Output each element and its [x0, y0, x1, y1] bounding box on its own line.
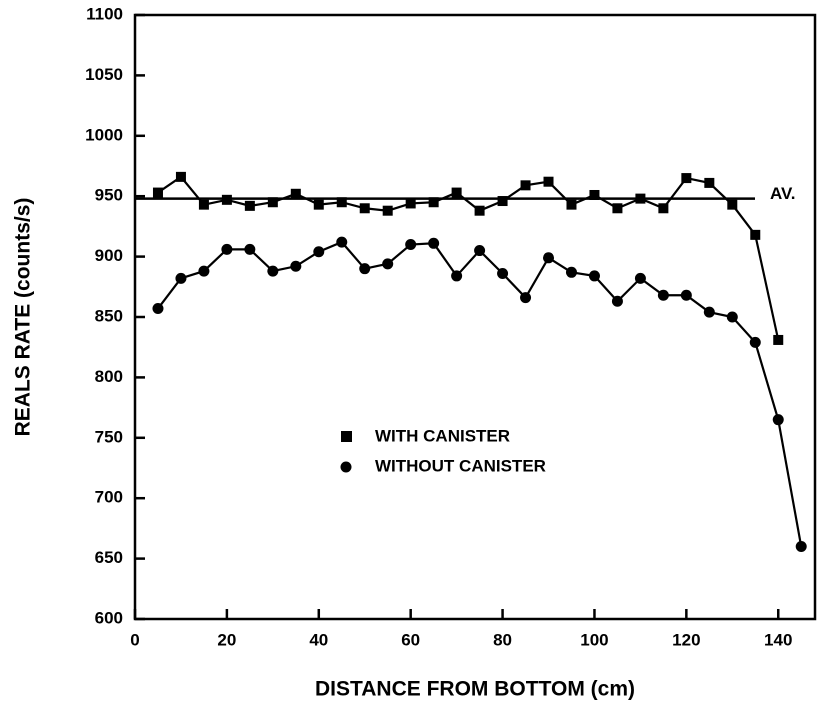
y-tick-label: 800 [95, 367, 123, 386]
x-tick-label: 20 [217, 630, 236, 649]
square-marker [635, 193, 646, 204]
circle-marker [290, 260, 302, 272]
circle-marker [565, 266, 577, 278]
circle-marker [221, 243, 233, 255]
circle-marker [588, 270, 600, 282]
y-tick-label: 750 [95, 427, 123, 446]
x-tick-label: 100 [580, 630, 608, 649]
circle-marker [680, 289, 692, 301]
square-marker [428, 197, 439, 208]
series-line [157, 175, 780, 341]
y-tick-label: 700 [95, 488, 123, 507]
x-tick-label: 0 [130, 630, 139, 649]
series-line [157, 240, 803, 547]
y-tick-label: 1100 [86, 4, 123, 23]
circle-marker [657, 289, 669, 301]
square-marker [497, 196, 508, 207]
square-marker [681, 173, 692, 184]
square-marker [773, 334, 784, 345]
square-marker [566, 199, 577, 210]
legend-marker [341, 431, 352, 442]
legend-label: WITH CANISTER [375, 426, 510, 445]
y-tick-label: 850 [95, 306, 123, 325]
circle-marker [428, 237, 440, 249]
square-marker [589, 189, 600, 200]
x-tick-label: 60 [401, 630, 420, 649]
circle-marker [497, 268, 509, 280]
legend-label: WITHOUT CANISTER [375, 456, 546, 475]
y-tick-label: 900 [95, 246, 123, 265]
square-marker [474, 205, 485, 216]
square-marker [290, 188, 301, 199]
circle-marker [474, 245, 486, 257]
square-marker [520, 180, 531, 191]
circle-marker [359, 263, 371, 275]
square-marker [382, 205, 393, 216]
square-marker [336, 197, 347, 208]
circle-marker [244, 243, 256, 255]
x-tick-label: 80 [493, 630, 512, 649]
circle-marker [152, 303, 164, 315]
square-marker [267, 197, 278, 208]
circle-marker [520, 292, 532, 304]
circle-marker [313, 246, 325, 258]
circle-marker [611, 295, 623, 307]
circle-marker [267, 265, 279, 277]
square-marker [451, 187, 462, 198]
x-tick-label: 40 [309, 630, 328, 649]
square-marker [152, 187, 163, 198]
y-tick-label: 650 [95, 548, 123, 567]
legend-marker [340, 461, 352, 473]
circle-marker [634, 272, 646, 284]
y-tick-label: 950 [95, 186, 123, 205]
x-tick-label: 140 [764, 630, 792, 649]
y-tick-label: 1050 [85, 65, 123, 84]
square-marker [750, 229, 761, 240]
y-axis-title: REALS RATE (counts/s) [12, 198, 35, 437]
circle-marker [726, 311, 738, 323]
square-marker [198, 199, 209, 210]
circle-marker [749, 336, 761, 348]
circle-marker [795, 541, 807, 553]
circle-marker [451, 270, 463, 282]
circle-marker [336, 236, 348, 248]
y-tick-label: 1000 [85, 125, 123, 144]
square-marker [704, 177, 715, 188]
square-marker [221, 194, 232, 205]
square-marker [244, 200, 255, 211]
circle-marker [772, 414, 784, 426]
square-marker [359, 203, 370, 214]
square-marker [658, 203, 669, 214]
circle-marker [198, 265, 210, 277]
x-axis-title: DISTANCE FROM BOTTOM (cm) [315, 678, 635, 701]
square-marker [313, 199, 324, 210]
y-tick-label: 600 [95, 608, 123, 627]
square-marker [612, 203, 623, 214]
square-marker [405, 198, 416, 209]
plot-frame [133, 13, 817, 621]
circle-marker [703, 306, 715, 318]
circle-marker [175, 272, 187, 284]
square-marker [727, 199, 738, 210]
circle-marker [382, 258, 394, 270]
square-marker [175, 171, 186, 182]
circle-marker [543, 252, 555, 264]
square-marker [543, 176, 554, 187]
reference-label: AV. [770, 184, 796, 203]
x-tick-label: 120 [672, 630, 700, 649]
circle-marker [405, 239, 417, 251]
